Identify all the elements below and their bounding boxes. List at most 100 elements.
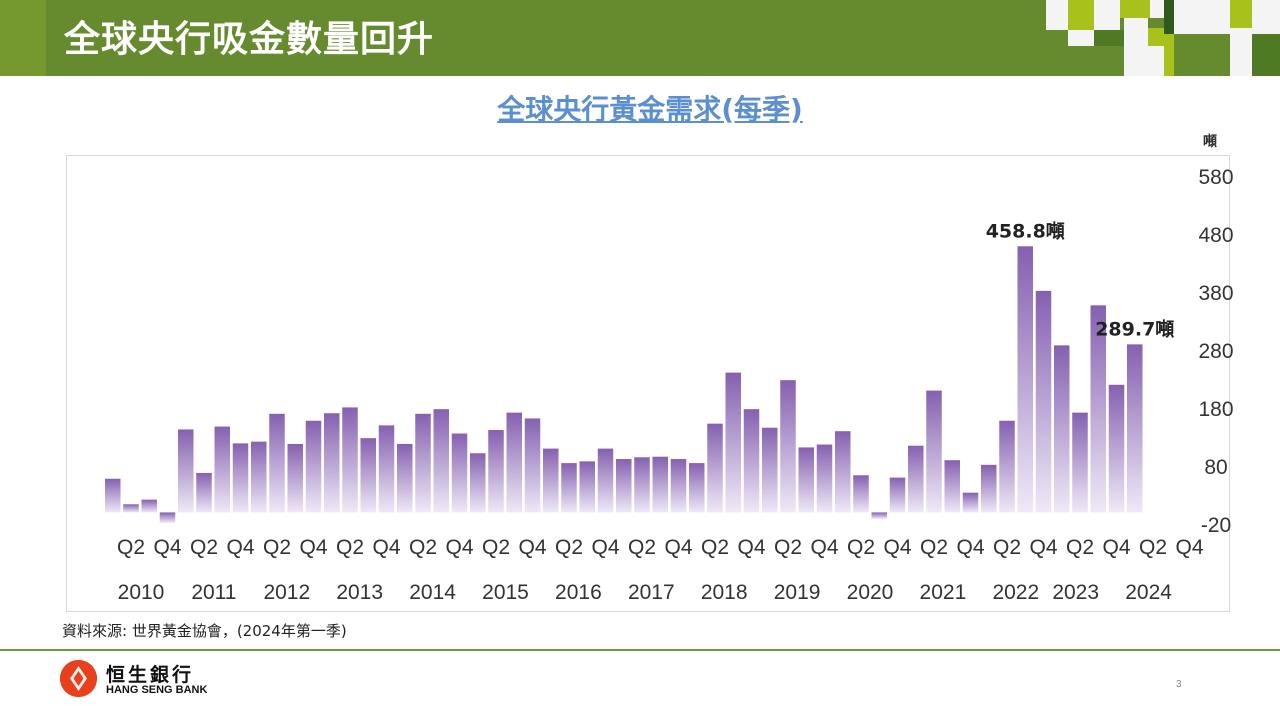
deco-square (1164, 0, 1174, 34)
bar (579, 461, 595, 513)
bar (159, 512, 176, 523)
banner-accent (0, 0, 46, 76)
bar (1127, 344, 1143, 513)
plot-area-frame (66, 155, 1230, 612)
bar (451, 433, 468, 513)
bar (506, 412, 522, 513)
bar (981, 464, 997, 513)
bar (433, 409, 449, 513)
y-tick-label: 280 (1198, 340, 1233, 363)
x-year-label: 2021 (920, 581, 967, 604)
bar (141, 499, 157, 513)
deco-square (1046, 30, 1068, 76)
y-tick-label: 480 (1198, 224, 1233, 247)
x-quarter-label: Q4 (1029, 536, 1057, 559)
bar (1035, 290, 1052, 513)
bar (123, 504, 139, 513)
bar (378, 425, 395, 513)
x-quarter-label: Q2 (482, 536, 510, 559)
deco-square (1094, 30, 1124, 46)
x-quarter-label: Q4 (956, 536, 984, 559)
x-axis-year-labels: 2010 2011 2012 2013 2014 2015 2016 2017 2018 2019… (118, 581, 1173, 604)
bar (342, 407, 358, 513)
bar (415, 413, 431, 513)
deco-square (1230, 28, 1252, 76)
deco-square (1068, 0, 1094, 30)
deco-square (1046, 0, 1068, 30)
y-axis-ticks: 580 480 380 280 180 80 -20 (1198, 166, 1233, 537)
x-quarter-label: Q2 (847, 536, 875, 559)
source-note: 資料來源: 世界黃金協會，(2024年第一季) (62, 622, 347, 640)
bar (196, 472, 212, 513)
x-quarter-label: Q2 (1066, 536, 1094, 559)
logo-name-en: HANG SENG BANK (106, 684, 208, 696)
deco-square (1124, 18, 1148, 46)
deco-square (1252, 0, 1280, 34)
deco-square (1174, 34, 1230, 76)
x-quarter-label: Q4 (883, 536, 911, 559)
bar (214, 426, 230, 513)
x-year-label: 2023 (1052, 581, 1099, 604)
x-year-label: 2010 (118, 581, 165, 604)
x-quarter-label: Q2 (190, 536, 218, 559)
x-year-label: 2013 (336, 581, 383, 604)
x-year-label: 2018 (701, 581, 748, 604)
bar (1017, 246, 1033, 513)
bar (707, 423, 723, 513)
bars-group (105, 246, 1143, 523)
bar (762, 427, 778, 513)
bar (543, 448, 559, 513)
bar (597, 448, 614, 513)
x-quarter-label: Q4 (591, 536, 619, 559)
x-quarter-label: Q4 (372, 536, 400, 559)
y-tick-label: -20 (1201, 514, 1231, 537)
x-quarter-label: Q2 (920, 536, 948, 559)
x-quarter-label: Q4 (737, 536, 765, 559)
bar (908, 445, 924, 513)
bar (871, 512, 887, 519)
bar (689, 463, 705, 513)
hang-seng-logo-icon (60, 660, 97, 697)
x-quarter-label: Q4 (299, 536, 327, 559)
x-year-label: 2014 (409, 581, 456, 604)
x-axis-quarter-labels: Q2 Q4 Q2 Q4 Q2 Q4 Q2 Q4 Q2 Q4 Q2 Q4 Q2 Q4 Q2 Q4 Q2 Q4 Q2 Q4… (117, 536, 1204, 559)
deco-square (1094, 0, 1120, 30)
x-year-label: 2017 (628, 581, 675, 604)
bar (105, 478, 121, 513)
x-quarter-label: Q2 (263, 536, 291, 559)
x-quarter-label: Q4 (153, 536, 181, 559)
bar (470, 453, 486, 513)
bar (944, 460, 960, 513)
bar (743, 409, 760, 513)
data-label: 458.8噸 (986, 219, 1065, 242)
bar (287, 443, 303, 513)
deco-square (1124, 46, 1164, 76)
bar (397, 443, 413, 513)
x-quarter-label: Q4 (445, 536, 473, 559)
bar (725, 372, 741, 513)
x-quarter-label: Q4 (664, 536, 692, 559)
bar (816, 444, 833, 513)
x-quarter-label: Q4 (518, 536, 546, 559)
y-tick-label: 180 (1198, 398, 1233, 421)
bar (1090, 305, 1106, 513)
x-quarter-label: Q2 (555, 536, 583, 559)
bar (561, 463, 577, 513)
page-number: 3 (1176, 679, 1182, 690)
bar (269, 413, 285, 513)
bar (1108, 384, 1125, 513)
annotations-group: 458.8噸 289.7噸 (986, 219, 1175, 340)
x-year-label: 2019 (774, 581, 821, 604)
bar (634, 457, 650, 513)
deco-square (1252, 34, 1280, 76)
deco-square (1120, 0, 1150, 18)
x-year-label: 2011 (191, 581, 236, 604)
y-tick-label: 380 (1198, 282, 1233, 305)
bar (178, 429, 194, 513)
bar (652, 456, 668, 513)
x-quarter-label: Q2 (409, 536, 437, 559)
x-quarter-label: Q4 (810, 536, 838, 559)
x-quarter-label: Q2 (117, 536, 145, 559)
bar (962, 492, 979, 513)
